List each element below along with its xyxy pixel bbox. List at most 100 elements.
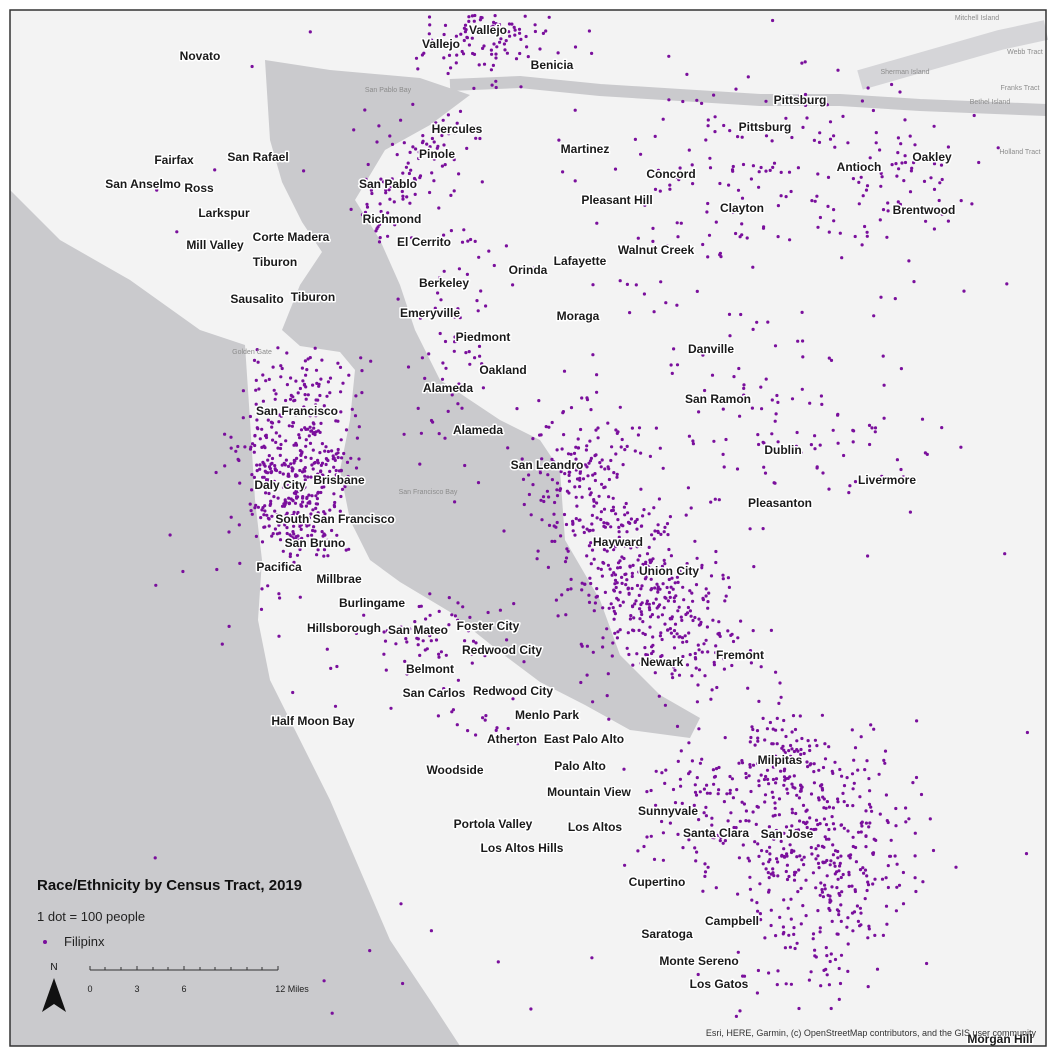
population-dot [828, 908, 832, 913]
population-dot [859, 911, 863, 915]
population-dot [470, 14, 474, 18]
population-dot [453, 500, 457, 504]
population-dot [832, 861, 836, 865]
population-dot [290, 424, 294, 428]
population-dot [899, 367, 904, 371]
population-dot [858, 868, 863, 872]
population-dot [547, 425, 551, 429]
population-dot [667, 54, 671, 58]
population-dot [910, 166, 914, 170]
population-dot [274, 440, 278, 444]
population-dot [853, 234, 857, 239]
population-dot [541, 31, 546, 35]
population-dot [481, 716, 485, 720]
population-dot [303, 485, 307, 489]
population-dot [669, 585, 673, 589]
population-dot [319, 490, 323, 495]
population-dot [816, 225, 820, 229]
population-dot [623, 863, 627, 867]
population-dot [1005, 282, 1009, 286]
place-label: Emeryville [400, 306, 460, 320]
population-dot [581, 199, 585, 203]
population-dot [595, 373, 599, 377]
population-dot [289, 462, 293, 466]
population-dot [412, 625, 417, 629]
population-dot [672, 347, 676, 351]
population-dot [761, 440, 765, 444]
population-dot [560, 447, 564, 451]
population-dot [706, 118, 710, 122]
population-dot [496, 691, 500, 696]
place-label: Saratoga [641, 927, 693, 941]
population-dot [579, 427, 583, 432]
population-dot [442, 233, 446, 237]
population-dot [739, 312, 743, 317]
population-dot [816, 861, 821, 866]
population-dot [972, 113, 976, 118]
population-dot [574, 465, 579, 469]
population-dot [695, 834, 699, 839]
population-dot [710, 688, 714, 692]
population-dot [304, 455, 308, 459]
population-dot [278, 470, 282, 474]
population-dot [812, 762, 816, 766]
population-dot [571, 529, 575, 533]
population-dot [785, 877, 790, 882]
population-dot [790, 824, 794, 828]
population-dot [839, 875, 843, 880]
population-dot [310, 463, 314, 467]
population-dot [456, 402, 460, 406]
population-dot [349, 207, 353, 211]
population-dot [550, 463, 554, 467]
population-dot [775, 742, 779, 746]
population-dot [616, 566, 620, 570]
population-dot [809, 845, 813, 850]
population-dot [799, 783, 803, 787]
population-dot [614, 512, 618, 516]
population-dot [641, 514, 645, 518]
population-dot [558, 488, 562, 492]
population-dot [438, 331, 442, 336]
population-dot [706, 650, 710, 654]
population-dot [302, 169, 306, 173]
population-dot [282, 484, 286, 488]
population-dot [787, 833, 791, 838]
population-dot [307, 523, 311, 527]
population-dot [223, 464, 227, 468]
population-dot [681, 99, 685, 104]
population-dot [884, 793, 889, 797]
population-dot [836, 797, 840, 801]
population-dot [817, 796, 821, 800]
water-label: Mitchell Island [955, 15, 999, 22]
population-dot [794, 870, 798, 874]
population-dot [297, 433, 301, 437]
population-dot [867, 423, 872, 427]
population-dot [594, 428, 598, 432]
population-dot [333, 704, 338, 708]
population-dot [714, 651, 718, 655]
population-dot [751, 164, 756, 168]
population-dot [312, 426, 316, 430]
population-dot [681, 654, 685, 659]
population-dot [315, 502, 320, 506]
population-dot [404, 637, 408, 641]
population-dot [758, 882, 762, 886]
north-arrow [42, 978, 66, 1012]
population-dot [704, 587, 708, 591]
population-dot [664, 176, 669, 180]
population-dot [742, 393, 746, 397]
population-dot [585, 444, 589, 448]
population-dot [667, 98, 671, 102]
population-dot [630, 543, 634, 547]
place-label: Concord [646, 167, 695, 181]
population-dot [822, 797, 826, 801]
population-dot [782, 930, 786, 935]
population-dot [651, 239, 655, 243]
population-dot [463, 463, 467, 468]
population-dot [866, 936, 870, 940]
population-dot [316, 429, 320, 433]
population-dot [526, 55, 530, 59]
population-dot [857, 202, 861, 206]
population-dot [856, 768, 860, 772]
population-dot [590, 51, 594, 56]
